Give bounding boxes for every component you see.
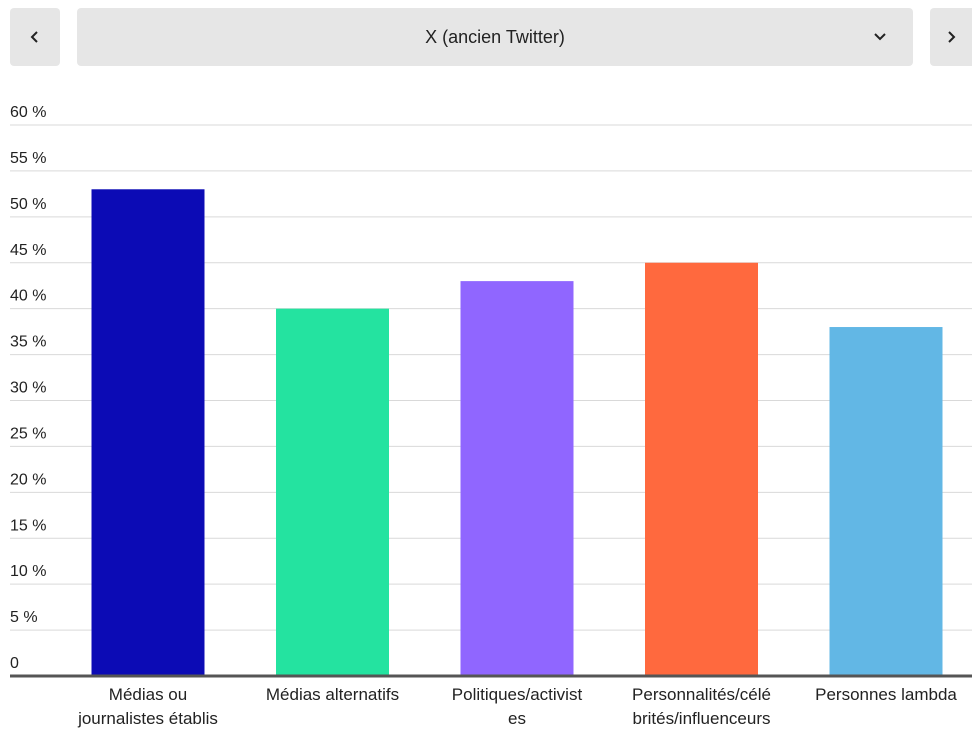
gridlines: [10, 124, 972, 631]
previous-button[interactable]: [10, 8, 60, 66]
bars: [91, 189, 943, 677]
next-button[interactable]: [930, 8, 972, 66]
x-tick-label: journalistes établis: [77, 709, 218, 728]
bar: [91, 189, 205, 677]
bar: [460, 281, 574, 676]
platform-dropdown[interactable]: X (ancien Twitter): [77, 8, 913, 66]
y-tick-label: 10 %: [10, 563, 46, 580]
x-tick-label: Politiques/activist: [452, 685, 583, 704]
chevron-left-icon: [30, 31, 38, 43]
chevron-down-icon: [874, 33, 886, 41]
y-axis-tick-labels: 0 5 % 10 % 15 % 20 % 25 % 30 % 35 % 40 % 45 % 50 %…: [10, 104, 46, 672]
y-tick-label: 20 %: [10, 471, 46, 488]
x-tick-label: Médias ou: [109, 685, 187, 704]
y-tick-label: 45 %: [10, 242, 46, 259]
x-axis-category-labels: Médias ou journalistes établis Médias alte…: [77, 685, 957, 728]
x-tick-label: es: [508, 709, 526, 728]
y-tick-label: 25 %: [10, 425, 46, 442]
y-tick-label: 15 %: [10, 517, 46, 534]
x-tick-label: Médias alternatifs: [266, 685, 399, 704]
x-tick-label: Personnes lambda: [815, 685, 957, 704]
platform-selector-bar: X (ancien Twitter): [0, 8, 972, 66]
y-tick-label: 0: [10, 655, 19, 672]
y-tick-label: 55 %: [10, 150, 46, 167]
bar: [276, 308, 389, 676]
y-tick-label: 50 %: [10, 196, 46, 213]
x-tick-label: brités/influenceurs: [633, 709, 771, 728]
y-tick-label: 40 %: [10, 288, 46, 305]
bar: [829, 327, 943, 676]
y-tick-label: 60 %: [10, 104, 46, 121]
bar: [645, 262, 758, 676]
y-tick-label: 35 %: [10, 334, 46, 351]
dropdown-selected-value: X (ancien Twitter): [425, 27, 565, 47]
chevron-right-icon: [948, 31, 956, 43]
y-tick-label: 30 %: [10, 380, 46, 397]
y-tick-label: 5 %: [10, 609, 38, 626]
x-tick-label: Personnalités/célé: [632, 685, 771, 704]
